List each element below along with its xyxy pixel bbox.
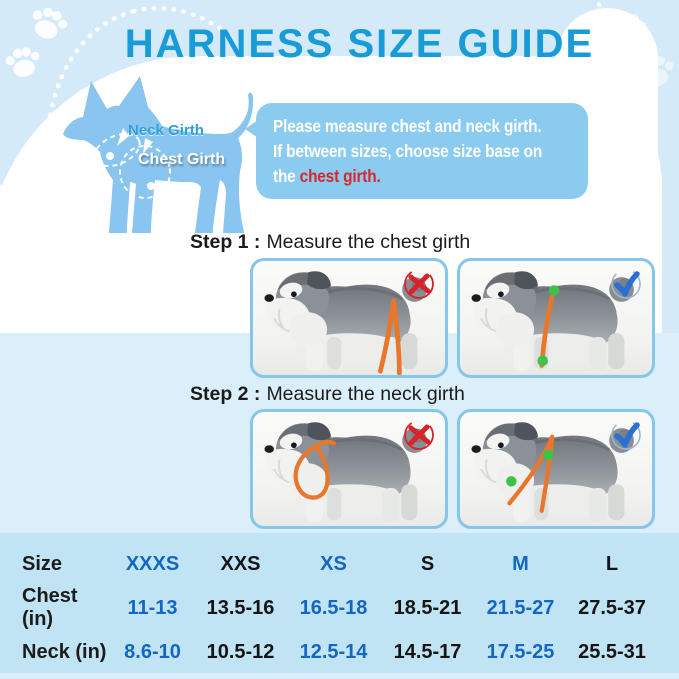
- table-row-neck: Neck (in) 8.6-10 10.5-12 12.5-14 14.5-17…: [0, 630, 679, 674]
- size-xxxs: XXXS: [125, 552, 180, 575]
- check-icon: [609, 418, 643, 452]
- table-row-chest: Chest (in) 11-13 13.5-16 16.5-18 18.5-21…: [0, 585, 679, 630]
- neck-value: 8.6-10: [124, 640, 181, 663]
- photo-card-chest-right: [457, 258, 655, 378]
- bottom-strip: [0, 673, 679, 679]
- chest-value: 11-13: [127, 596, 178, 619]
- green-dot: [548, 285, 560, 296]
- photo-card-chest-wrong: [250, 258, 448, 378]
- step-1-text: Measure the chest girth: [266, 231, 471, 253]
- neck-girth-label: Neck Girth: [128, 122, 204, 139]
- plush-dog-photo: [253, 261, 445, 375]
- photo-card-neck-wrong: [250, 409, 448, 529]
- size-xs: XS: [320, 552, 347, 575]
- chest-value: 13.5-16: [206, 596, 275, 619]
- plush-dog-photo: [460, 412, 652, 526]
- check-icon: [609, 267, 643, 301]
- table-header-size: Size: [22, 552, 63, 575]
- neck-value: 12.5-14: [299, 640, 368, 663]
- table-header-row: Size XXXS XXS XS S M L: [0, 542, 679, 586]
- chest-girth-highlight: chest girth: [299, 166, 377, 186]
- chest-girth-line: [118, 145, 172, 199]
- chest-value: 18.5-21: [393, 596, 462, 619]
- measuring-tape: [377, 298, 402, 375]
- arrow-to-neck: [117, 128, 129, 146]
- chest-value: 27.5-37: [578, 596, 646, 619]
- chest-girth-label: Chest Girth: [138, 151, 226, 168]
- green-dot: [537, 355, 548, 366]
- dog-measurement-illustration: [63, 76, 254, 233]
- neck-girth-line: [93, 132, 141, 168]
- note-line-3: the chest girth.: [273, 166, 381, 186]
- neck-value: 25.5-31: [578, 640, 646, 663]
- harness-size-table: Size XXXS XXS XS S M L Chest (in) 11-13 …: [0, 533, 679, 673]
- green-dot: [506, 476, 517, 487]
- step-2-heading: Step 2 : Measure the neck girth: [190, 383, 465, 406]
- page-title: HARNESS SIZE GUIDE: [124, 22, 595, 66]
- step-1-heading: Step 1 : Measure the chest girth: [190, 231, 470, 254]
- measuring-tape: [293, 439, 336, 500]
- size-m: M: [512, 552, 529, 575]
- neck-value: 10.5-12: [206, 640, 275, 663]
- cross-icon: [402, 418, 436, 452]
- measuring-tape: [507, 434, 555, 513]
- chest-value: 21.5-27: [486, 596, 555, 619]
- note-line-1: Please measure chest and neck girth.: [273, 116, 542, 136]
- photo-card-neck-right: [457, 409, 655, 529]
- green-dot: [543, 449, 554, 460]
- size-s: S: [420, 552, 435, 575]
- step-2-text: Measure the neck girth: [266, 383, 465, 405]
- plush-dog-photo: [253, 412, 445, 526]
- step-2-label: Step 2 :: [190, 383, 261, 405]
- note-line-2: If between sizes, choose size base on: [273, 141, 543, 161]
- size-xxs: XXS: [220, 552, 261, 575]
- plush-dog-photo: [460, 261, 652, 375]
- step-1-label: Step 1 :: [190, 231, 261, 253]
- row-label-chest: Chest (in): [22, 585, 78, 630]
- neck-value: 17.5-25: [486, 640, 555, 663]
- neck-value: 14.5-17: [393, 640, 462, 663]
- size-l: L: [605, 552, 619, 575]
- measure-note-bubble: Please measure chest and neck girth. If …: [245, 103, 588, 199]
- row-label-neck: Neck (in): [22, 640, 107, 663]
- arrow-to-chest: [143, 138, 153, 154]
- chest-value: 16.5-18: [299, 596, 368, 619]
- cross-icon: [402, 267, 436, 301]
